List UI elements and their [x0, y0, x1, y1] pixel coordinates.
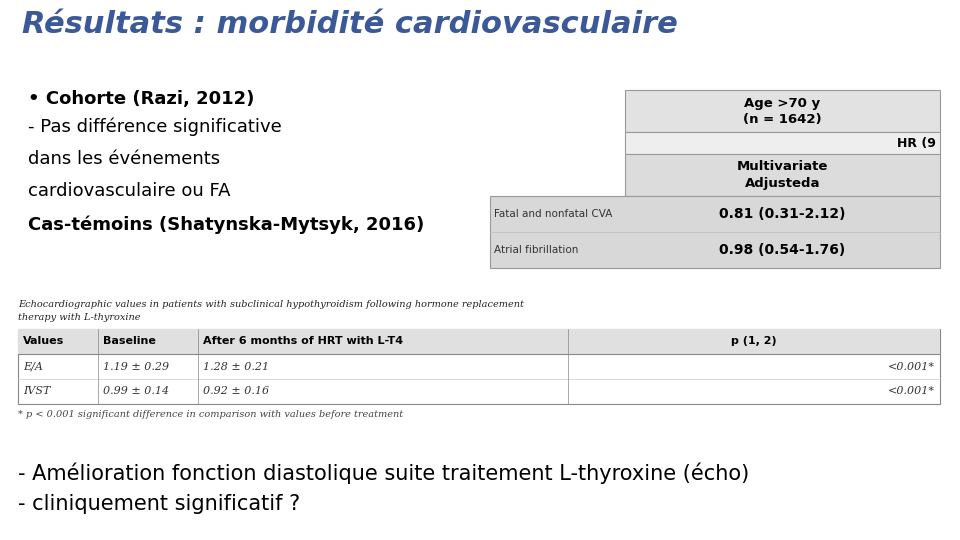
Text: <0.001*: <0.001* [888, 387, 935, 396]
Bar [625, 154, 940, 196]
Text: E/A: E/A [23, 361, 43, 372]
Text: dans les événements: dans les événements [28, 150, 220, 168]
Bar [18, 329, 940, 354]
Text: Résultats : morbidité cardiovasculaire: Résultats : morbidité cardiovasculaire [22, 10, 678, 39]
Text: 0.92 ± 0.16: 0.92 ± 0.16 [203, 387, 269, 396]
Bar [625, 90, 940, 132]
Text: Values: Values [23, 336, 64, 347]
Text: 1.19 ± 0.29: 1.19 ± 0.29 [103, 361, 169, 372]
Text: * p < 0.001 significant difference in comparison with values before treatment: * p < 0.001 significant difference in co… [18, 410, 403, 419]
Text: Atrial fibrillation: Atrial fibrillation [494, 245, 578, 255]
Text: - Amélioration fonction diastolique suite traitement L-thyroxine (écho): - Amélioration fonction diastolique suit… [18, 462, 749, 483]
Text: 0.81 (0.31-2.12): 0.81 (0.31-2.12) [719, 207, 846, 221]
Text: Cas-témoins (Shatynska-Mytsyk, 2016): Cas-témoins (Shatynska-Mytsyk, 2016) [28, 216, 424, 234]
Bar [18, 329, 940, 404]
Bar [490, 196, 940, 268]
Text: Baseline: Baseline [103, 336, 156, 347]
Text: Fatal and nonfatal CVA: Fatal and nonfatal CVA [494, 209, 612, 219]
Text: After 6 months of HRT with L-T4: After 6 months of HRT with L-T4 [203, 336, 403, 347]
Text: 0.99 ± 0.14: 0.99 ± 0.14 [103, 387, 169, 396]
Text: IVST: IVST [23, 387, 50, 396]
Text: Age >70 y
(n = 1642): Age >70 y (n = 1642) [743, 97, 822, 125]
Text: Echocardiographic values in patients with subclinical hypothyroidism following h: Echocardiographic values in patients wit… [18, 300, 524, 309]
Text: 1.28 ± 0.21: 1.28 ± 0.21 [203, 361, 269, 372]
Text: <0.001*: <0.001* [888, 361, 935, 372]
Text: 0.98 (0.54-1.76): 0.98 (0.54-1.76) [719, 243, 846, 257]
Text: HR (9: HR (9 [898, 137, 936, 150]
Text: p (1, 2): p (1, 2) [732, 336, 777, 347]
Bar [625, 132, 940, 154]
Text: - Pas différence significative: - Pas différence significative [28, 118, 281, 137]
Text: • Cohorte (Razi, 2012): • Cohorte (Razi, 2012) [28, 90, 254, 108]
Text: Multivariate
Adjusteda: Multivariate Adjusteda [737, 160, 828, 190]
Text: cardiovasculaire ou FA: cardiovasculaire ou FA [28, 182, 230, 200]
Text: therapy with L-thyroxine: therapy with L-thyroxine [18, 313, 140, 322]
Text: - cliniquement significatif ?: - cliniquement significatif ? [18, 494, 300, 514]
